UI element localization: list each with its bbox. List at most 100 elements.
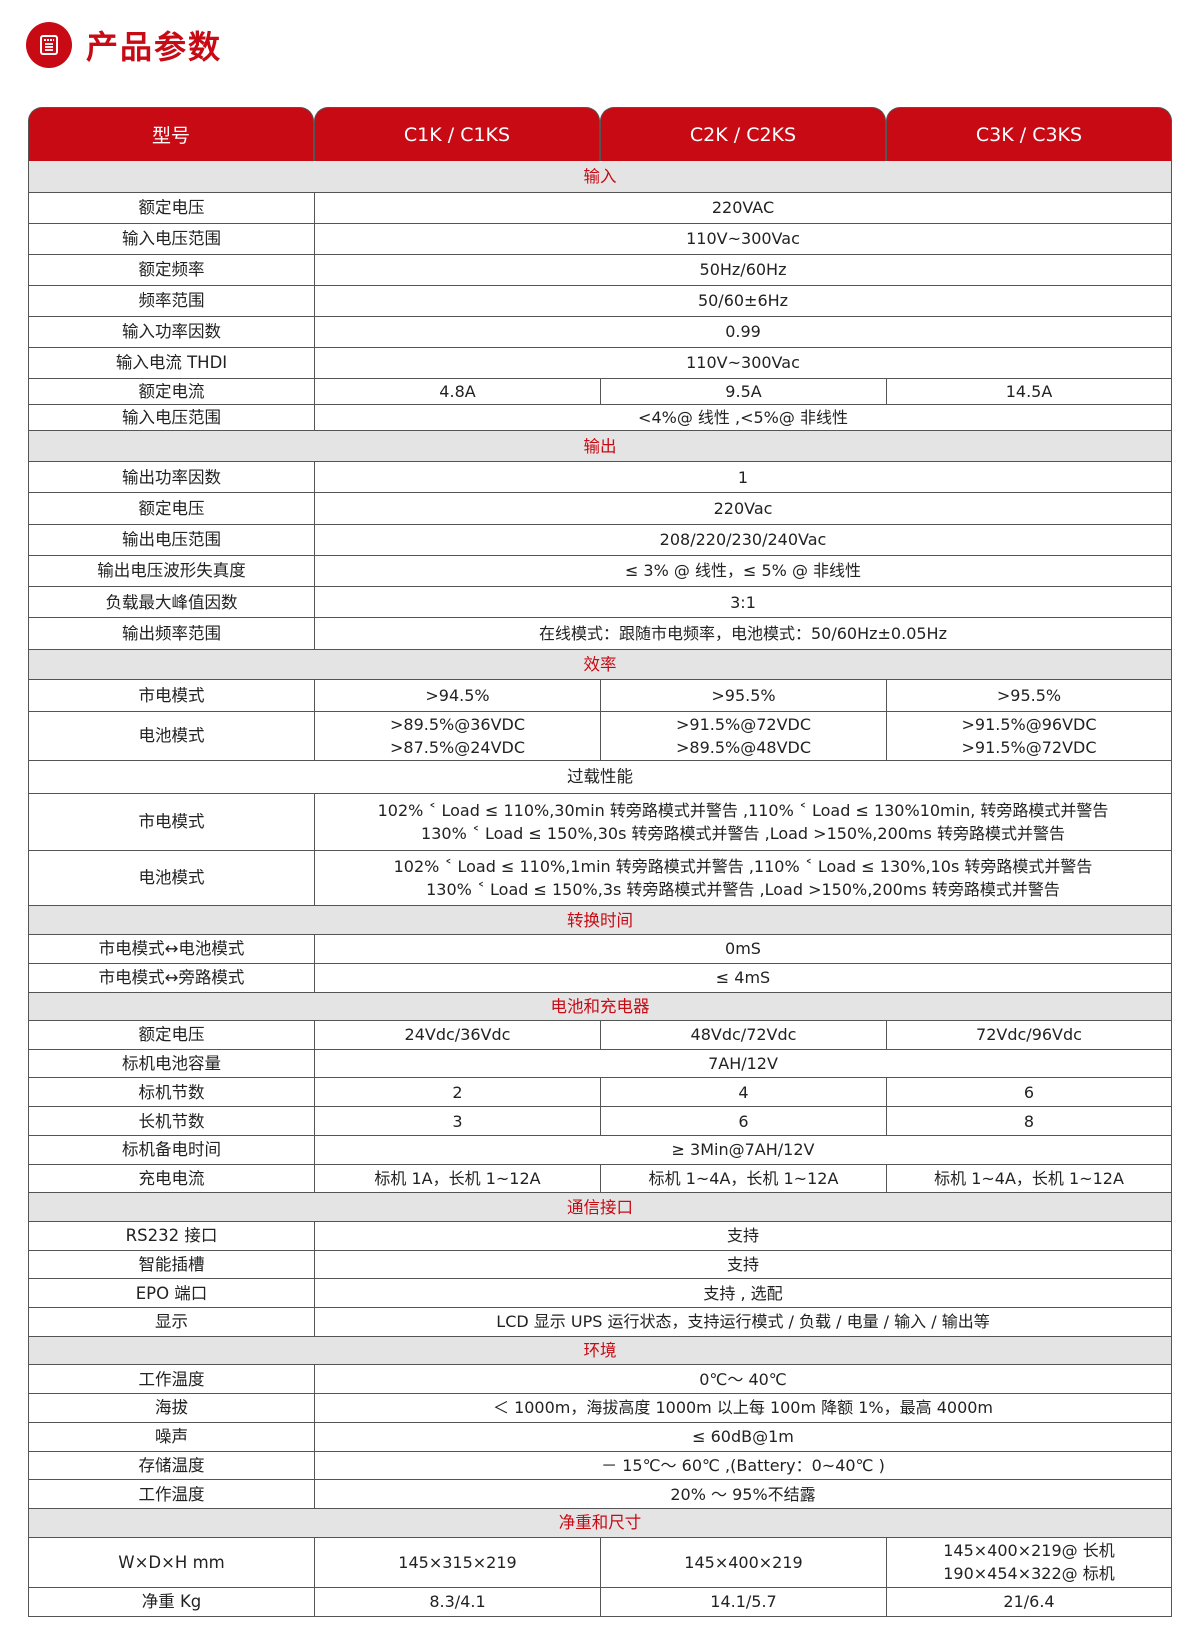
row-value: 0mS	[725, 939, 761, 959]
row-label: 智能插槽	[29, 1250, 315, 1279]
row-label: 额定频率	[29, 254, 315, 285]
row-value: >95.5%	[601, 680, 887, 711]
table-row: 标机电池容量 7AH/12V	[28, 1049, 1172, 1079]
table-row: 输入电压范围 110V~300Vac	[28, 223, 1172, 255]
row-value: 50Hz/60Hz	[699, 260, 787, 280]
table-row: 显示 LCD 显示 UPS 运行状态，支持运行模式 / 负载 / 电量 / 输入 …	[28, 1308, 1172, 1337]
section-title: 输出	[583, 436, 617, 456]
row-value: 4.8A	[315, 378, 601, 405]
row-label: RS232 接口	[29, 1221, 315, 1250]
row-value: 支持 , 选配	[703, 1283, 783, 1303]
row-value: >89.5%@36VDC >87.5%@24VDC	[315, 711, 601, 761]
table-row: 输入电压范围 <4%@ 线性 ,<5%@ 非线性	[28, 405, 1172, 432]
row-value: 2	[315, 1078, 601, 1107]
row-label: 额定电压	[29, 192, 315, 223]
page-title: 产品参数	[86, 28, 223, 66]
row-value: 208/220/230/240Vac	[659, 530, 827, 550]
table-row: 工作温度 0℃～ 40℃	[28, 1365, 1172, 1394]
row-label: 市电模式	[29, 793, 315, 850]
row-value: ≤ 3% @ 线性，≤ 5% @ 非线性	[624, 561, 862, 581]
row-value: 1	[737, 467, 749, 487]
row-value: 110V~300Vac	[686, 229, 800, 249]
section-title: 电池和充电器	[550, 996, 650, 1016]
row-label: 输入电压范围	[29, 223, 315, 254]
section-header: 效率	[28, 649, 1172, 681]
row-label: 输出电压波形失真度	[29, 555, 315, 586]
section-header: 通信接口	[28, 1193, 1172, 1222]
row-value: 145×400×219	[601, 1537, 887, 1588]
column-header-c1k: C1K / C1KS	[314, 107, 600, 161]
row-value: 6	[1023, 1082, 1035, 1102]
section-title: 环境	[583, 1340, 617, 1360]
row-label: 噪声	[29, 1422, 315, 1451]
table-row: 输出频率范围 在线模式：跟随市电频率，电池模式：50/60Hz±0.05Hz	[28, 618, 1172, 650]
section-title: 转换时间	[567, 910, 633, 930]
table-row: 输入电流 THDI 110V~300Vac	[28, 347, 1172, 379]
row-value: 220Vac	[713, 498, 773, 518]
row-label: EPO 端口	[29, 1279, 315, 1307]
table-row: 市电模式 >94.5% >95.5% >95.5%	[28, 680, 1172, 712]
row-label: 频率范围	[29, 285, 315, 316]
table-row: 充电电流 标机 1A，长机 1~12A 标机 1~4A，长机 1~12A 标机 1~4…	[28, 1164, 1172, 1194]
table-row: 输入功率因数 0.99	[28, 316, 1172, 348]
row-value: LCD 显示 UPS 运行状态，支持运行模式 / 负载 / 电量 / 输入 / …	[496, 1312, 990, 1332]
row-value: 145×400×219@ 长机 190×454×322@ 标机	[943, 1541, 1115, 1584]
table-row: RS232 接口 支持	[28, 1221, 1172, 1251]
row-value: ≤ 60dB@1m	[692, 1427, 794, 1447]
row-label: 市电模式↔电池模式	[29, 934, 315, 964]
table-row: 额定电流 4.8A 9.5A 14.5A	[28, 378, 1172, 406]
row-value: 9.5A	[601, 378, 887, 405]
row-value: ≤ 4mS	[715, 968, 771, 988]
row-value: 220VAC	[711, 198, 775, 218]
table-row: 负载最大峰值因数 3:1	[28, 587, 1172, 619]
row-label: 工作温度	[29, 1480, 315, 1509]
column-header-c2k: C2K / C2KS	[600, 107, 886, 161]
row-value: 14.1/5.7	[601, 1588, 887, 1616]
row-value: 3:1	[730, 592, 756, 612]
row-value: 0.99	[725, 322, 761, 342]
row-value: 支持	[726, 1254, 759, 1274]
section-header: 环境	[28, 1336, 1172, 1366]
row-value: >95.5%	[996, 685, 1062, 705]
row-value: 145×315×219	[315, 1537, 601, 1588]
section-title: 输入	[583, 166, 617, 186]
row-label: 存储温度	[29, 1451, 315, 1480]
section-header: 输出	[28, 431, 1172, 462]
table-row: 额定电压 24Vdc/36Vdc 48Vdc/72Vdc 72Vdc/96Vdc	[28, 1020, 1172, 1050]
table-row: 输出电压波形失真度 ≤ 3% @ 线性，≤ 5% @ 非线性	[28, 555, 1172, 587]
row-value: 标机 1A，长机 1~12A	[315, 1164, 601, 1193]
row-label: 电池模式	[29, 711, 315, 761]
page-heading: 产品参数	[26, 22, 222, 68]
section-header: 电池和充电器	[28, 992, 1172, 1021]
section-title: 净重和尺寸	[558, 1513, 642, 1533]
table-row: 标机备电时间 ≥ 3Min@7AH/12V	[28, 1135, 1172, 1165]
row-label: 显示	[29, 1308, 315, 1336]
table-row: 额定电压 220VAC	[28, 192, 1172, 224]
row-value: 72Vdc/96Vdc	[976, 1025, 1082, 1045]
row-label: 净重 Kg	[29, 1588, 315, 1616]
row-label: 输入功率因数	[29, 316, 315, 347]
row-label: 额定电压	[29, 493, 315, 524]
row-value: 48Vdc/72Vdc	[601, 1020, 887, 1049]
row-value: 在线模式：跟随市电频率，电池模式：50/60Hz±0.05Hz	[538, 623, 947, 643]
row-value: 7AH/12V	[708, 1054, 778, 1074]
table-row: 电池模式 >89.5%@36VDC >87.5%@24VDC >91.5%@72VD…	[28, 711, 1172, 762]
document-list-icon	[26, 22, 72, 68]
table-row: 市电模式 102% ˂ Load ≤ 110%,30min 转旁路模式并警告 ,1…	[28, 793, 1172, 851]
section-title: 效率	[583, 654, 617, 674]
table-row: 工作温度 20% ～ 95%不结露	[28, 1480, 1172, 1510]
row-label: 海拔	[29, 1393, 315, 1422]
row-value: 14.5A	[1005, 382, 1053, 402]
row-value: 21/6.4	[1003, 1592, 1055, 1612]
row-label: 标机电池容量	[29, 1049, 315, 1078]
section-title: 通信接口	[567, 1197, 633, 1217]
table-row: 市电模式↔旁路模式 ≤ 4mS	[28, 964, 1172, 993]
table-row: 噪声 ≤ 60dB@1m	[28, 1422, 1172, 1452]
table-row: 市电模式↔电池模式 0mS	[28, 934, 1172, 965]
table-row: 电池模式 102% ˂ Load ≤ 110%,1min 转旁路模式并警告 ,11…	[28, 850, 1172, 907]
row-label: 标机节数	[29, 1078, 315, 1107]
table-body: 输入额定电压 220VAC 输入电压范围 110V~300Vac 额定频率 50Hz/60…	[28, 161, 1172, 1617]
table-row: 长机节数 3 6 8	[28, 1107, 1172, 1136]
row-label: 输入电压范围	[29, 405, 315, 431]
row-value: 102% ˂ Load ≤ 110%,1min 转旁路模式并警告 ,110% ˂…	[393, 856, 1093, 899]
